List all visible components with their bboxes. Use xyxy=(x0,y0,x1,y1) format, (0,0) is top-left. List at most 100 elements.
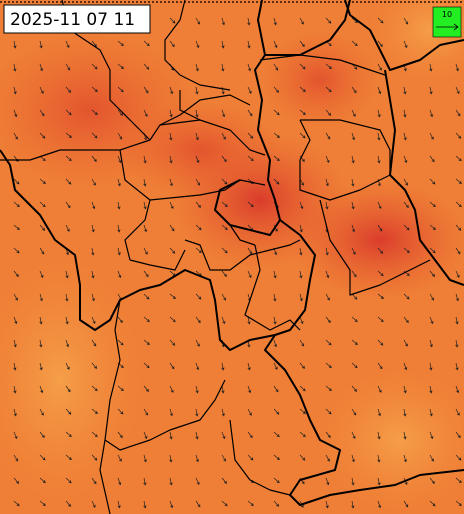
wind-arrow xyxy=(403,270,410,277)
wind-arrow xyxy=(351,408,357,416)
wind-arrow xyxy=(221,270,227,277)
wind-arrow xyxy=(65,63,71,71)
wind-arrow xyxy=(13,86,17,95)
country-border xyxy=(384,69,464,286)
wind-arrow xyxy=(221,155,227,163)
wind-arrow xyxy=(325,293,330,301)
wind-arrow xyxy=(299,86,306,93)
wind-arrow xyxy=(299,316,304,325)
wind-arrow xyxy=(247,17,251,26)
wind-arrow xyxy=(117,385,124,392)
wind-arrow xyxy=(195,178,200,186)
wind-arrow xyxy=(143,477,147,486)
wind-arrow xyxy=(403,454,407,463)
wind-arrow xyxy=(13,224,20,230)
wind-arrow xyxy=(117,431,123,439)
wind-arrow xyxy=(39,477,46,484)
wind-arrow xyxy=(221,109,226,118)
wind-arrow xyxy=(455,408,460,416)
wind-arrow xyxy=(377,362,383,370)
wind-arrow xyxy=(429,132,434,140)
region-border xyxy=(300,119,391,175)
wind-arrow xyxy=(143,178,147,187)
wind-arrow xyxy=(117,316,123,324)
wind-arrow xyxy=(221,477,227,484)
wind-arrow xyxy=(273,408,280,415)
wind-arrow xyxy=(221,362,225,371)
wind-arrow xyxy=(221,178,228,185)
country-border xyxy=(257,0,266,56)
wind-arrow xyxy=(143,109,148,117)
region-border xyxy=(319,199,431,296)
wind-arrow xyxy=(403,293,410,300)
wind-arrow xyxy=(351,86,357,94)
wind-arrow xyxy=(91,270,95,279)
wind-arrow xyxy=(377,86,382,95)
wind-arrow xyxy=(299,339,305,347)
wind-legend-arrow xyxy=(436,23,459,31)
wind-arrow xyxy=(299,63,306,70)
wind-arrow xyxy=(455,178,462,184)
region-border xyxy=(99,439,111,514)
wind-arrow xyxy=(117,63,124,69)
wind-arrow xyxy=(377,132,381,141)
wind-arrow xyxy=(377,385,382,393)
wind-arrow xyxy=(247,63,252,72)
wind-arrow xyxy=(325,362,332,369)
wind-arrow xyxy=(195,339,200,347)
region-border xyxy=(299,119,401,201)
wind-arrow xyxy=(325,454,330,462)
wind-arrow xyxy=(221,500,228,507)
wind-arrow xyxy=(195,293,202,300)
wind-arrow xyxy=(377,339,384,346)
wind-arrow xyxy=(377,63,382,71)
wind-arrow xyxy=(195,500,201,508)
wind-arrow xyxy=(377,477,381,486)
wind-arrow xyxy=(247,201,254,208)
wind-arrow xyxy=(169,362,175,370)
wind-arrow xyxy=(91,431,98,438)
wind-arrow xyxy=(455,362,459,371)
wind-arrow xyxy=(299,362,305,369)
wind-arrow xyxy=(247,247,253,255)
wind-arrow xyxy=(455,431,461,439)
wind-arrow xyxy=(455,316,459,325)
wind-arrow xyxy=(13,339,17,348)
wind-arrow xyxy=(455,477,462,484)
timestamp: 2025-11 07 11 xyxy=(10,10,135,30)
wind-arrow xyxy=(117,339,124,346)
wind-arrow xyxy=(91,86,98,92)
wind-arrow xyxy=(299,201,304,210)
wind-arrow xyxy=(325,155,330,164)
wind-arrow xyxy=(117,247,121,256)
wind-arrow xyxy=(39,201,46,208)
wind-arrow xyxy=(169,132,173,141)
wind-arrow xyxy=(143,201,147,210)
country-border xyxy=(0,149,276,351)
wind-arrow xyxy=(377,201,382,210)
wind-arrow xyxy=(455,339,459,348)
wind-arrow xyxy=(299,293,303,302)
wind-arrow xyxy=(221,385,225,394)
wind-arrow xyxy=(117,477,122,486)
region-border xyxy=(104,299,226,451)
wind-arrow xyxy=(65,431,72,438)
wind-arrow xyxy=(221,63,225,72)
wind-arrow xyxy=(325,109,332,116)
wind-arrow xyxy=(169,385,174,393)
wind-arrow xyxy=(429,454,434,462)
wind-arrow xyxy=(273,339,278,348)
wind-arrow xyxy=(117,86,124,93)
wind-arrow xyxy=(143,155,147,164)
wind-arrow xyxy=(169,201,174,210)
wind-arrow xyxy=(39,132,46,139)
wind-arrow xyxy=(13,408,17,417)
wind-arrow xyxy=(403,362,408,371)
wind-arrow xyxy=(39,86,44,94)
wind-arrow xyxy=(65,293,69,302)
wind-arrow xyxy=(169,86,174,95)
wind-arrow xyxy=(351,109,356,117)
wind-arrow xyxy=(65,109,72,116)
wind-arrow xyxy=(195,17,200,25)
